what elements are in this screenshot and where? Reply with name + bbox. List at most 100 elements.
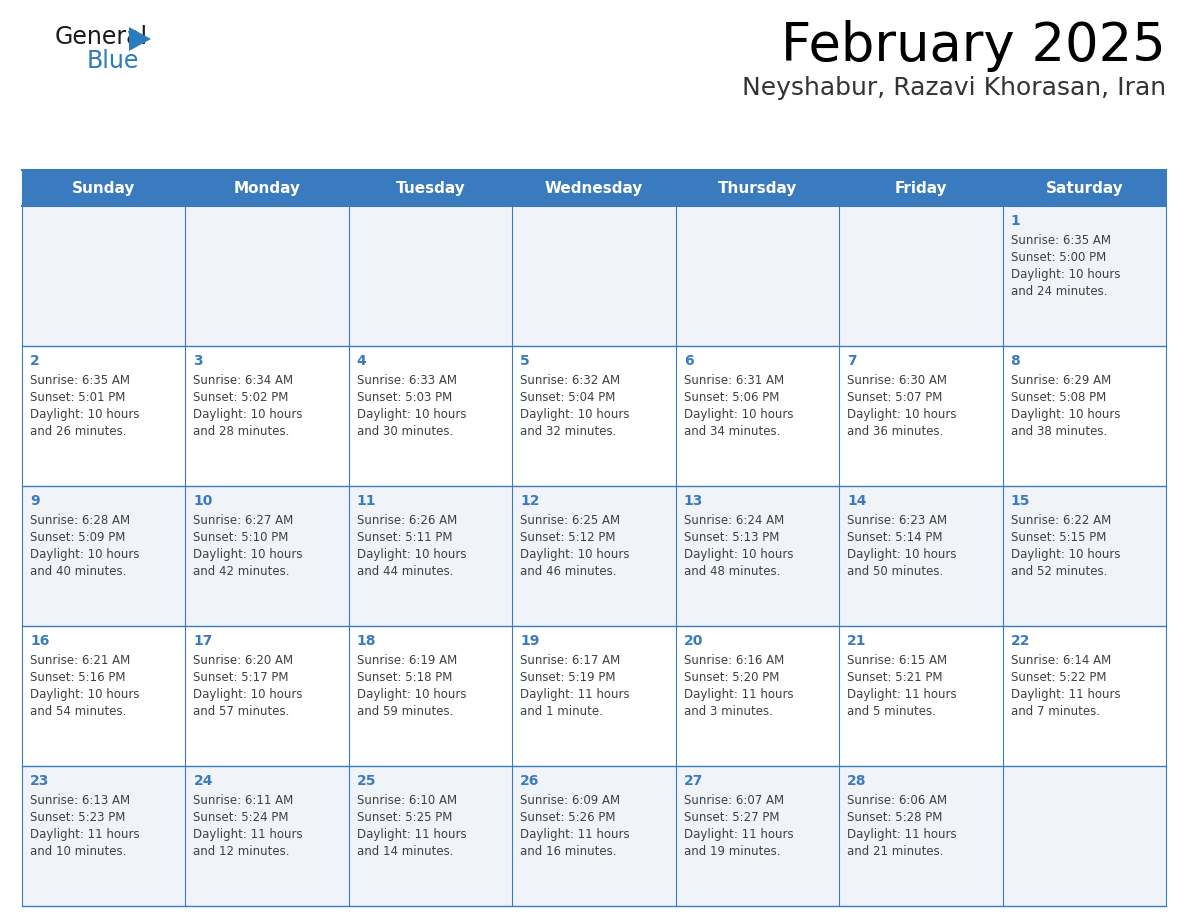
Text: Sunrise: 6:11 AM: Sunrise: 6:11 AM — [194, 794, 293, 807]
Text: and 10 minutes.: and 10 minutes. — [30, 845, 126, 858]
Text: and 5 minutes.: and 5 minutes. — [847, 705, 936, 718]
Text: Sunrise: 6:33 AM: Sunrise: 6:33 AM — [356, 374, 457, 387]
Text: 25: 25 — [356, 774, 377, 788]
Text: Daylight: 10 hours: Daylight: 10 hours — [194, 688, 303, 701]
Text: 4: 4 — [356, 354, 367, 368]
Text: Sunset: 5:07 PM: Sunset: 5:07 PM — [847, 391, 942, 404]
Text: Sunset: 5:02 PM: Sunset: 5:02 PM — [194, 391, 289, 404]
Text: Sunset: 5:19 PM: Sunset: 5:19 PM — [520, 671, 615, 684]
Text: Sunrise: 6:13 AM: Sunrise: 6:13 AM — [30, 794, 131, 807]
Bar — [23, 346, 1165, 486]
Text: Friday: Friday — [895, 181, 947, 196]
Text: Sunrise: 6:15 AM: Sunrise: 6:15 AM — [847, 654, 947, 667]
Text: Sunset: 5:22 PM: Sunset: 5:22 PM — [1011, 671, 1106, 684]
Text: and 28 minutes.: and 28 minutes. — [194, 425, 290, 438]
Text: 12: 12 — [520, 494, 539, 508]
Text: Daylight: 10 hours: Daylight: 10 hours — [684, 408, 794, 421]
Text: Daylight: 11 hours: Daylight: 11 hours — [847, 828, 956, 841]
Text: Daylight: 10 hours: Daylight: 10 hours — [520, 548, 630, 561]
Text: and 12 minutes.: and 12 minutes. — [194, 845, 290, 858]
Text: Sunset: 5:14 PM: Sunset: 5:14 PM — [847, 531, 942, 544]
Text: 18: 18 — [356, 634, 377, 648]
Text: 24: 24 — [194, 774, 213, 788]
Text: and 16 minutes.: and 16 minutes. — [520, 845, 617, 858]
Text: 22: 22 — [1011, 634, 1030, 648]
Text: Daylight: 10 hours: Daylight: 10 hours — [1011, 408, 1120, 421]
Text: Sunrise: 6:27 AM: Sunrise: 6:27 AM — [194, 514, 293, 527]
Text: Sunrise: 6:17 AM: Sunrise: 6:17 AM — [520, 654, 620, 667]
Text: Blue: Blue — [87, 49, 139, 73]
Text: 17: 17 — [194, 634, 213, 648]
Text: Daylight: 10 hours: Daylight: 10 hours — [30, 408, 139, 421]
Text: 2: 2 — [30, 354, 39, 368]
Text: Daylight: 10 hours: Daylight: 10 hours — [356, 548, 467, 561]
Text: 21: 21 — [847, 634, 866, 648]
Text: Thursday: Thursday — [718, 181, 797, 196]
Text: and 46 minutes.: and 46 minutes. — [520, 565, 617, 578]
Text: Sunset: 5:20 PM: Sunset: 5:20 PM — [684, 671, 779, 684]
Text: 20: 20 — [684, 634, 703, 648]
Text: Sunrise: 6:10 AM: Sunrise: 6:10 AM — [356, 794, 457, 807]
Text: Sunrise: 6:35 AM: Sunrise: 6:35 AM — [30, 374, 129, 387]
Text: Sunrise: 6:19 AM: Sunrise: 6:19 AM — [356, 654, 457, 667]
Text: 16: 16 — [30, 634, 50, 648]
Text: Sunrise: 6:16 AM: Sunrise: 6:16 AM — [684, 654, 784, 667]
Text: and 3 minutes.: and 3 minutes. — [684, 705, 772, 718]
Text: and 44 minutes.: and 44 minutes. — [356, 565, 454, 578]
Text: General: General — [55, 25, 148, 49]
Text: Sunrise: 6:24 AM: Sunrise: 6:24 AM — [684, 514, 784, 527]
Text: Daylight: 10 hours: Daylight: 10 hours — [847, 408, 956, 421]
Text: Sunset: 5:25 PM: Sunset: 5:25 PM — [356, 811, 453, 824]
Text: Sunset: 5:15 PM: Sunset: 5:15 PM — [1011, 531, 1106, 544]
Text: Sunset: 5:23 PM: Sunset: 5:23 PM — [30, 811, 126, 824]
Text: and 24 minutes.: and 24 minutes. — [1011, 285, 1107, 298]
Text: Sunrise: 6:25 AM: Sunrise: 6:25 AM — [520, 514, 620, 527]
Text: Daylight: 10 hours: Daylight: 10 hours — [520, 408, 630, 421]
Text: Sunday: Sunday — [72, 181, 135, 196]
Bar — [23, 486, 1165, 626]
Text: Sunset: 5:10 PM: Sunset: 5:10 PM — [194, 531, 289, 544]
Text: 10: 10 — [194, 494, 213, 508]
Text: Sunset: 5:06 PM: Sunset: 5:06 PM — [684, 391, 779, 404]
Text: and 32 minutes.: and 32 minutes. — [520, 425, 617, 438]
Text: Sunrise: 6:07 AM: Sunrise: 6:07 AM — [684, 794, 784, 807]
Text: Sunrise: 6:35 AM: Sunrise: 6:35 AM — [1011, 234, 1111, 247]
Text: Sunrise: 6:22 AM: Sunrise: 6:22 AM — [1011, 514, 1111, 527]
Text: Daylight: 10 hours: Daylight: 10 hours — [356, 408, 467, 421]
Text: February 2025: February 2025 — [782, 20, 1165, 72]
Text: Sunrise: 6:14 AM: Sunrise: 6:14 AM — [1011, 654, 1111, 667]
Text: and 34 minutes.: and 34 minutes. — [684, 425, 781, 438]
Text: Daylight: 10 hours: Daylight: 10 hours — [684, 548, 794, 561]
Text: Daylight: 11 hours: Daylight: 11 hours — [30, 828, 140, 841]
Text: 13: 13 — [684, 494, 703, 508]
Text: and 38 minutes.: and 38 minutes. — [1011, 425, 1107, 438]
Text: Daylight: 10 hours: Daylight: 10 hours — [30, 688, 139, 701]
Text: and 14 minutes.: and 14 minutes. — [356, 845, 454, 858]
Text: Daylight: 10 hours: Daylight: 10 hours — [1011, 548, 1120, 561]
Text: Sunset: 5:00 PM: Sunset: 5:00 PM — [1011, 251, 1106, 264]
Text: Daylight: 10 hours: Daylight: 10 hours — [1011, 268, 1120, 281]
Text: Daylight: 11 hours: Daylight: 11 hours — [684, 828, 794, 841]
Text: Daylight: 10 hours: Daylight: 10 hours — [194, 408, 303, 421]
Text: 28: 28 — [847, 774, 866, 788]
Text: Neyshabur, Razavi Khorasan, Iran: Neyshabur, Razavi Khorasan, Iran — [741, 76, 1165, 100]
Text: Tuesday: Tuesday — [396, 181, 466, 196]
Text: Sunset: 5:27 PM: Sunset: 5:27 PM — [684, 811, 779, 824]
Text: and 52 minutes.: and 52 minutes. — [1011, 565, 1107, 578]
Text: 14: 14 — [847, 494, 866, 508]
Text: Sunset: 5:28 PM: Sunset: 5:28 PM — [847, 811, 942, 824]
Text: 19: 19 — [520, 634, 539, 648]
Text: Daylight: 11 hours: Daylight: 11 hours — [356, 828, 467, 841]
Text: Saturday: Saturday — [1045, 181, 1123, 196]
Text: Daylight: 11 hours: Daylight: 11 hours — [520, 688, 630, 701]
Text: Sunrise: 6:29 AM: Sunrise: 6:29 AM — [1011, 374, 1111, 387]
Text: Daylight: 11 hours: Daylight: 11 hours — [194, 828, 303, 841]
Text: Sunset: 5:09 PM: Sunset: 5:09 PM — [30, 531, 126, 544]
Text: Sunset: 5:04 PM: Sunset: 5:04 PM — [520, 391, 615, 404]
Text: Sunset: 5:18 PM: Sunset: 5:18 PM — [356, 671, 453, 684]
Bar — [23, 766, 1165, 906]
Text: and 57 minutes.: and 57 minutes. — [194, 705, 290, 718]
Text: 23: 23 — [30, 774, 50, 788]
Text: Sunrise: 6:30 AM: Sunrise: 6:30 AM — [847, 374, 947, 387]
Text: 11: 11 — [356, 494, 377, 508]
